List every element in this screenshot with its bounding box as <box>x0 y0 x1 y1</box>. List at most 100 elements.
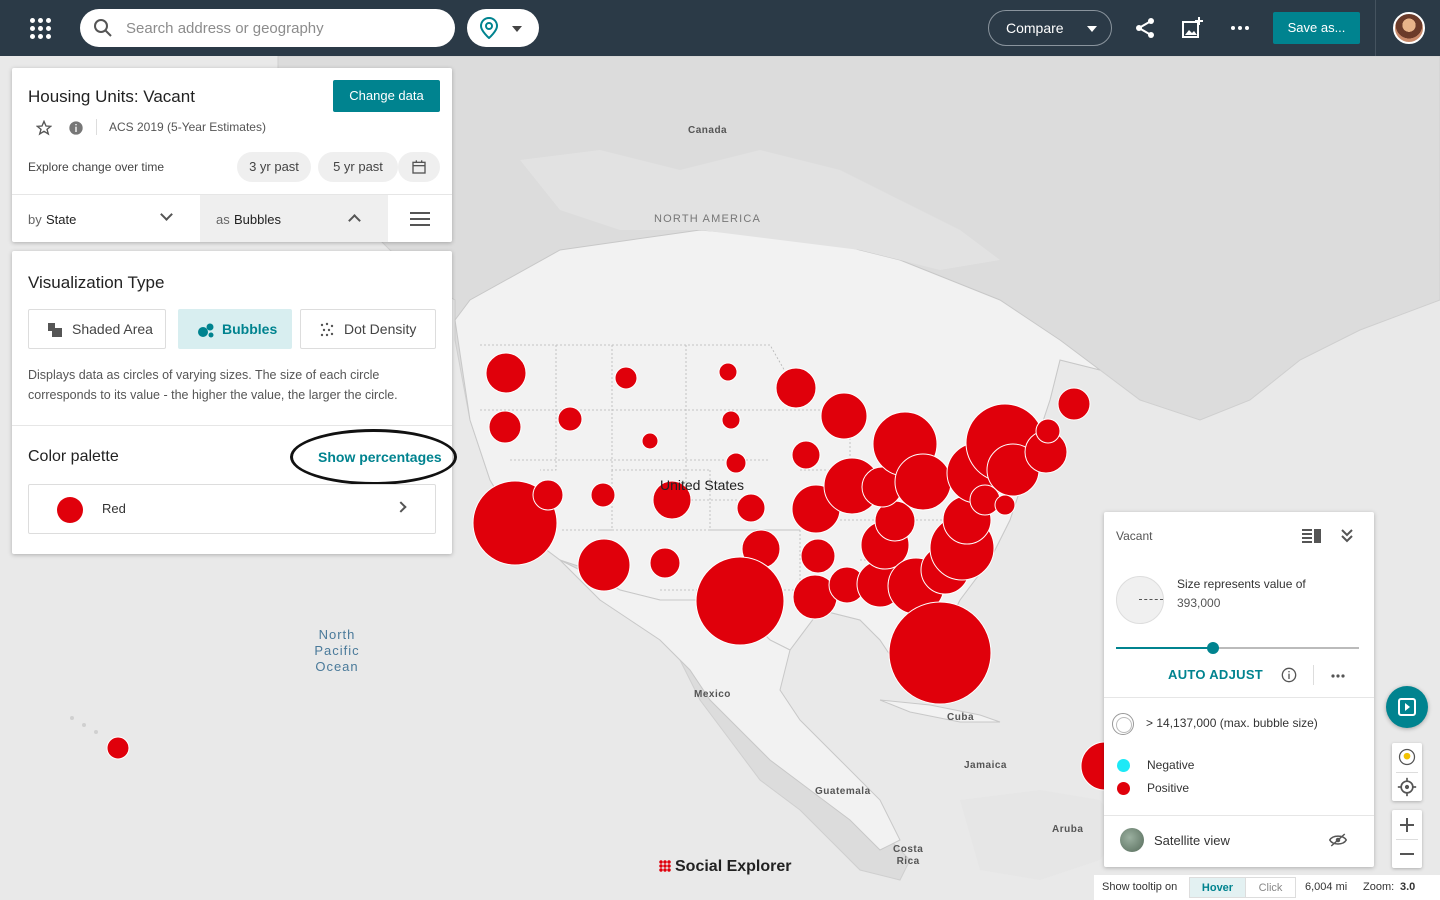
dot-density-button[interactable]: Dot Density <box>300 309 436 349</box>
visualization-type-heading: Visualization Type <box>28 273 165 292</box>
compare-button[interactable]: Compare <box>988 10 1112 46</box>
tooltip-click-toggle[interactable]: Click <box>1245 877 1296 898</box>
minus-icon <box>1400 853 1414 855</box>
data-panel: Housing Units: Vacant Change data ACS 20… <box>12 68 452 242</box>
shaded-area-button[interactable]: Shaded Area <box>28 309 166 349</box>
map-tools-group <box>1392 743 1422 801</box>
eye-off-icon[interactable] <box>1329 832 1347 848</box>
social-explorer-logo: Social Explorer <box>659 858 792 876</box>
size-represents-label: Size represents value of <box>1177 577 1306 591</box>
positive-label: Positive <box>1147 781 1190 795</box>
legend-title: Vacant <box>1116 529 1153 543</box>
by-prefix: by <box>28 212 42 227</box>
satellite-view-label: Satellite view <box>1154 833 1230 848</box>
zoom-out-button[interactable] <box>1392 840 1422 868</box>
bubble-az <box>577 538 631 592</box>
palette-selector[interactable]: Red <box>28 484 436 534</box>
map-label-cuba: Cuba <box>947 712 974 723</box>
location-bulb-icon[interactable] <box>1397 747 1417 767</box>
bubble-nv <box>532 479 564 511</box>
search-input[interactable] <box>126 17 436 39</box>
compare-label: Compare <box>1006 20 1064 36</box>
chevron-right-icon <box>395 501 407 513</box>
3yr-past-button[interactable]: 3 yr past <box>237 152 311 182</box>
bubble-nm <box>649 547 681 579</box>
map-label-ocean: North Pacific Ocean <box>312 627 362 675</box>
apps-grid-icon[interactable] <box>28 16 52 40</box>
5yr-past-button[interactable]: 5 yr past <box>318 152 398 182</box>
bubble-ia <box>791 440 821 470</box>
avatar[interactable] <box>1393 12 1425 44</box>
search-box[interactable] <box>80 9 455 47</box>
presentation-button[interactable] <box>1386 686 1428 728</box>
add-image-icon[interactable] <box>1180 16 1204 40</box>
geography-level-dropdown[interactable]: by State <box>12 195 200 242</box>
zoom-in-button[interactable] <box>1392 810 1422 839</box>
auto-adjust-button[interactable]: AUTO ADJUST <box>1168 667 1264 682</box>
tooltip-hover-toggle[interactable]: Hover <box>1189 877 1246 898</box>
slider-fill <box>1116 647 1214 649</box>
divider <box>1313 665 1314 685</box>
divider <box>12 194 452 195</box>
map-label-canada: Canada <box>688 125 728 136</box>
dot-density-label: Dot Density <box>344 321 417 337</box>
divider <box>1396 839 1418 840</box>
chevron-down-icon <box>1087 26 1097 32</box>
bubble-wy <box>641 432 659 450</box>
max-bubble-icon <box>1112 713 1134 735</box>
more-options-icon[interactable] <box>1228 16 1252 40</box>
bubble-ks <box>736 493 766 523</box>
dataset-title: Housing Units: Vacant <box>28 87 195 106</box>
dot-density-icon <box>320 322 334 337</box>
color-palette-heading: Color palette <box>28 448 119 465</box>
bubbles <box>106 352 1130 791</box>
zoom-value: 3.0 <box>1400 881 1416 893</box>
divider <box>1396 772 1418 773</box>
bubble-ar <box>800 538 836 574</box>
chevron-up-icon <box>348 214 361 227</box>
calendar-button[interactable] <box>398 152 440 182</box>
bubbles-icon <box>198 323 214 338</box>
bubble-vt <box>1035 418 1061 444</box>
star-icon[interactable] <box>36 120 52 136</box>
bubble-or <box>488 410 522 444</box>
legend-layout-icon[interactable] <box>1302 528 1322 544</box>
map-scale: 6,004 mi <box>1305 881 1348 893</box>
visualization-panel: Visualization Type Shaded Area Bubbles D… <box>12 251 457 554</box>
negative-label: Negative <box>1147 758 1195 772</box>
bubble-nd <box>718 362 738 382</box>
bubble-md <box>969 484 1001 516</box>
bubble-id <box>557 406 583 432</box>
change-data-button[interactable]: Change data <box>333 80 440 112</box>
highlight-ellipse <box>290 429 457 485</box>
play-box-icon <box>1398 698 1416 716</box>
bubbles-button[interactable]: Bubbles <box>178 309 292 349</box>
bubble-size-slider[interactable] <box>1116 641 1359 655</box>
share-icon[interactable] <box>1133 16 1157 40</box>
max-bubble-label: > 14,137,000 (max. bubble size) <box>1146 716 1318 730</box>
bubble-mt <box>614 366 638 390</box>
bubble-hi <box>106 736 130 760</box>
crosshair-icon[interactable] <box>1397 777 1417 797</box>
visualization-dropdown[interactable]: as Bubbles <box>200 195 388 242</box>
map-label-costa-rica: Costa Rica <box>893 844 924 867</box>
top-bar: Compare Save as... <box>0 0 1440 56</box>
map-svg <box>0 56 1440 900</box>
shaded-area-label: Shaded Area <box>72 321 153 337</box>
more-options-icon[interactable] <box>1330 673 1346 679</box>
chevron-down-icon <box>160 208 173 221</box>
collapse-icon[interactable] <box>1340 528 1354 544</box>
save-as-button[interactable]: Save as... <box>1273 12 1360 44</box>
survey-label: ACS 2019 (5-Year Estimates) <box>109 120 266 134</box>
bubble-oh <box>894 453 952 511</box>
divider <box>1104 697 1374 698</box>
menu-icon[interactable] <box>410 211 430 227</box>
location-button[interactable] <box>467 9 539 47</box>
map-canvas[interactable]: Canada NORTH AMERICA United States Mexic… <box>0 56 1440 900</box>
slider-handle[interactable] <box>1207 642 1220 654</box>
bubble-fl <box>888 601 992 705</box>
ocean-line-3: Ocean <box>315 659 359 674</box>
info-icon[interactable] <box>68 120 84 136</box>
by-value: State <box>46 212 77 227</box>
info-icon[interactable] <box>1281 667 1297 683</box>
